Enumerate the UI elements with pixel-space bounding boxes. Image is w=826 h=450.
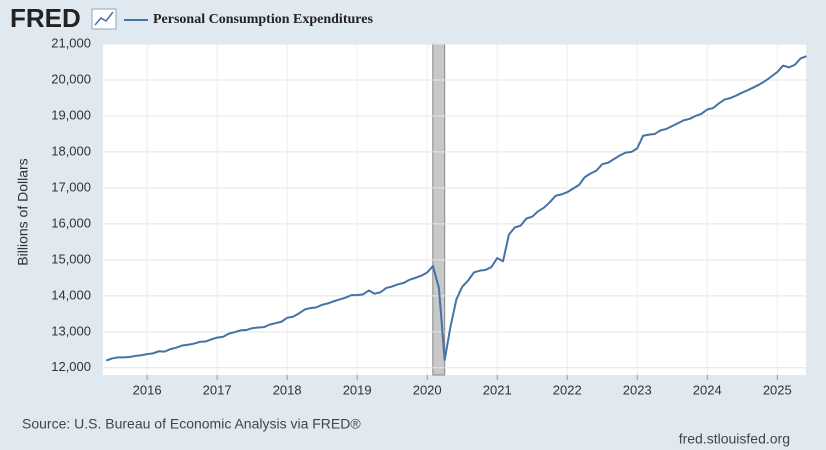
y-tick-label: 15,000 [51,251,91,266]
y-tick-label: 16,000 [51,215,91,230]
x-tick-label: 2023 [623,382,652,397]
x-tick-label: 2021 [483,382,512,397]
plot-area [103,44,806,375]
logo-icon [91,8,117,30]
site: fred.stlouisfed.org [679,431,790,447]
x-tick-label: 2019 [343,382,372,397]
source: Source: U.S. Bureau of Economic Analysis… [22,416,361,432]
y-tick-label: 17,000 [51,179,91,194]
y-tick-label: 12,000 [51,359,91,374]
x-tick-label: 2016 [133,382,162,397]
y-axis-label: Billions of Dollars [15,158,31,265]
series-line [105,55,807,362]
x-tick-label: 2018 [273,382,302,397]
y-tick-label: 18,000 [51,143,91,158]
x-tick-label: 2020 [413,382,442,397]
y-tick-label: 14,000 [51,287,91,302]
legend-label: Personal Consumption Expenditures [153,12,373,27]
x-tick-label: 2017 [203,382,232,397]
logo: FRED [10,3,81,33]
y-tick-label: 20,000 [51,71,91,86]
x-tick-label: 2022 [553,382,582,397]
y-tick-label: 13,000 [51,323,91,338]
x-tick-label: 2025 [763,382,792,397]
y-tick-label: 21,000 [51,35,91,50]
x-tick-label: 2024 [693,382,722,397]
y-tick-label: 19,000 [51,107,91,122]
